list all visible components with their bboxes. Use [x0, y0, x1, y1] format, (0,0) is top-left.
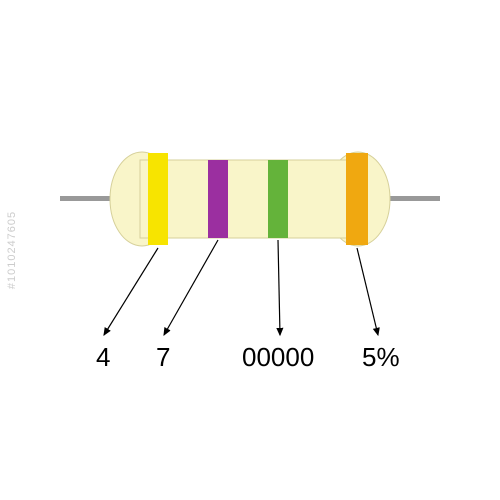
arrow-3 [278, 240, 280, 335]
band-label-4: 5% [362, 342, 400, 373]
resistor-svg [0, 0, 500, 500]
band-label-2: 7 [156, 342, 170, 373]
lead-left [60, 196, 115, 201]
watermark-text: #1010247605 [6, 211, 18, 289]
lead-right [385, 196, 440, 201]
band-4 [346, 153, 368, 245]
band-1 [148, 153, 168, 245]
arrow-4 [357, 248, 378, 335]
band-label-1: 4 [96, 342, 110, 373]
band-label-3: 00000 [242, 342, 314, 373]
band-3 [268, 160, 288, 238]
resistor-diagram: 4 7 00000 5% #1010247605 [0, 0, 500, 500]
band-2 [208, 160, 228, 238]
arrow-1 [104, 248, 158, 335]
arrow-2 [164, 240, 218, 335]
